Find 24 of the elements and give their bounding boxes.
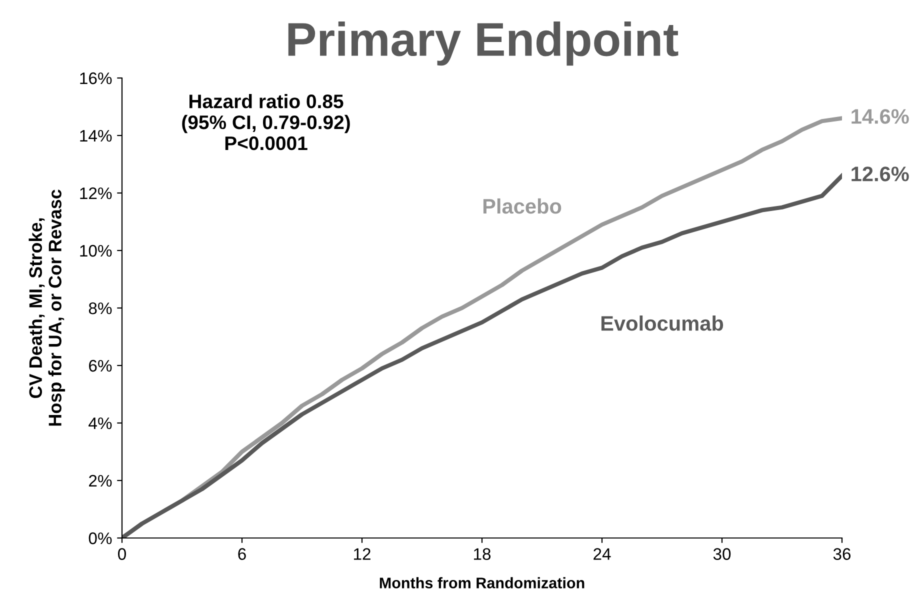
x-tick-label: 30 <box>713 548 731 560</box>
y-tick-label: 0% <box>88 532 112 544</box>
annotation: Hazard ratio 0.85 (95% CI, 0.79-0.92) P<0.0001 <box>182 94 350 150</box>
chart-title: Primary Endpoint <box>288 22 678 66</box>
y-tick-label: 4% <box>88 417 112 430</box>
x-tick-label: 18 <box>474 548 491 560</box>
y-tick-label: 2% <box>89 474 112 487</box>
y-tick-label: 12% <box>80 187 112 200</box>
x-tick-label: 6 <box>238 548 246 560</box>
x-tick-label: 36 <box>833 548 851 560</box>
series-label: Placebo <box>483 198 562 214</box>
y-axis-title: CV Death, MI, Stroke, Hosp for UA, or Cor Revasc <box>28 190 66 426</box>
y-tick-label: 14% <box>80 130 112 142</box>
annotation: 14.6% <box>852 109 909 124</box>
x-axis-title: Months from Randomization <box>380 577 584 588</box>
x-tick-label: 0 <box>118 548 126 560</box>
y-tick-label: 10% <box>80 244 112 257</box>
y-tick-label: 16% <box>80 72 112 84</box>
y-tick-label: 6% <box>89 360 112 372</box>
annotation: 12.6% <box>852 166 909 182</box>
y-tick-label: 8% <box>88 302 112 314</box>
text: Evolocumab <box>601 316 724 331</box>
x-tick-label: 12 <box>354 548 370 560</box>
x-tick-label: 24 <box>594 548 611 560</box>
